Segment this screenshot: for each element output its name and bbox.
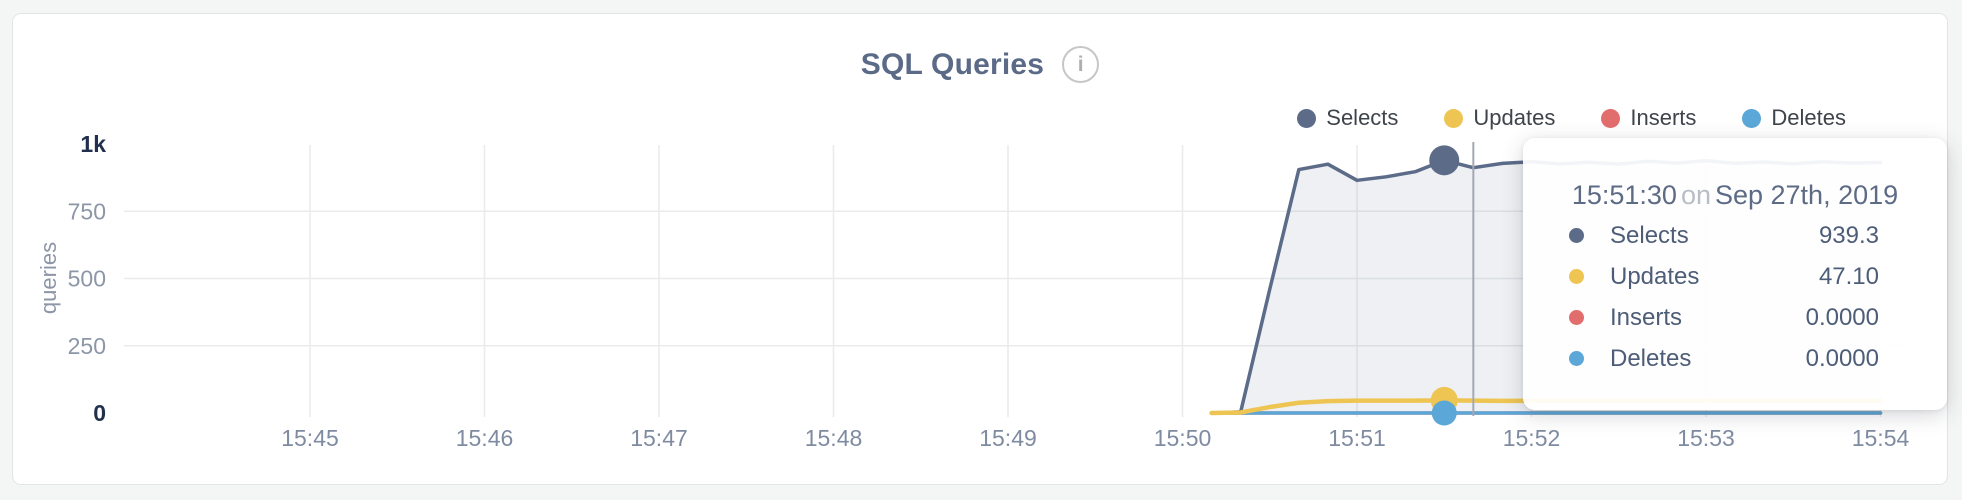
tooltip-row-value: 47.10 (1818, 262, 1879, 290)
tooltip-on-word: on (1680, 180, 1711, 210)
tooltip-row-label: Deletes (1610, 344, 1692, 372)
y-tick-label: 500 (68, 266, 106, 292)
highlight-point-selects (1429, 145, 1460, 176)
legend-label: Deletes (1771, 105, 1846, 130)
legend-item-deletes[interactable]: Deletes (1742, 105, 1846, 131)
deletes-dot-icon (1742, 108, 1762, 128)
selects-dot-icon (1569, 228, 1584, 243)
legend-label: Selects (1326, 105, 1399, 130)
x-tick-label: 15:54 (1852, 425, 1910, 451)
y-tick-label: 0 (93, 400, 106, 426)
legend-label: Updates (1473, 105, 1556, 130)
x-tick-label: 15:47 (630, 425, 688, 451)
y-tick-label: 250 (68, 333, 106, 359)
highlight-point-deletes (1431, 400, 1457, 426)
tooltip-row-updates: Updates 47.10 (1523, 256, 1947, 297)
y-tick-label: 1k (80, 131, 106, 157)
x-tick-label: 15:45 (281, 425, 339, 451)
sql-queries-panel: 0 250 500 750 1k 15:45 15:46 15:47 15:48 15:49 15:… (12, 13, 1948, 485)
tooltip-row-value: 0.0000 (1805, 303, 1879, 331)
tooltip-rows: Selects 939.3 Updates 47.10 Inserts 0.00… (1523, 215, 1947, 379)
tooltip-time: 15:51:30 (1571, 180, 1677, 210)
tooltip-header: 15:51:30 on Sep 27th, 2019 (1523, 182, 1947, 209)
inserts-dot-icon (1569, 310, 1584, 325)
y-tick-label: 750 (68, 198, 106, 224)
info-icon[interactable]: i (1062, 46, 1100, 83)
x-tick-label: 15:49 (979, 425, 1037, 451)
tooltip-row-value: 0.0000 (1805, 344, 1879, 372)
panel-header: SQL Queries i (13, 46, 1947, 83)
x-tick-label: 15:48 (805, 425, 863, 451)
chart-legend: Selects Updates Inserts Deletes (1297, 105, 1846, 131)
tooltip-row-deletes: Deletes 0.0000 (1523, 338, 1947, 379)
legend-item-updates[interactable]: Updates (1444, 105, 1555, 131)
inserts-dot-icon (1601, 108, 1621, 128)
y-axis-label: queries (36, 242, 61, 314)
tooltip-row-label: Selects (1610, 221, 1689, 249)
x-tick-label: 15:50 (1154, 425, 1212, 451)
page-title: SQL Queries (860, 47, 1045, 81)
tooltip-row-selects: Selects 939.3 (1523, 215, 1947, 256)
tooltip-row-value: 939.3 (1818, 221, 1879, 249)
tooltip-row-inserts: Inserts 0.0000 (1523, 297, 1947, 338)
updates-dot-icon (1569, 269, 1584, 284)
tooltip-row-label: Updates (1610, 262, 1700, 290)
selects-dot-icon (1297, 108, 1317, 128)
legend-item-inserts[interactable]: Inserts (1601, 105, 1696, 131)
deletes-dot-icon (1569, 351, 1584, 366)
tooltip-date: Sep 27th, 2019 (1714, 180, 1899, 210)
x-tick-label: 15:53 (1677, 425, 1735, 451)
x-tick-label: 15:51 (1328, 425, 1386, 451)
legend-item-selects[interactable]: Selects (1297, 105, 1398, 131)
tooltip-row-label: Inserts (1610, 303, 1683, 331)
updates-dot-icon (1444, 108, 1464, 128)
hover-tooltip: 15:51:30 on Sep 27th, 2019 Selects 939.3 U… (1523, 138, 1947, 410)
x-tick-label: 15:52 (1503, 425, 1561, 451)
x-tick-label: 15:46 (456, 425, 514, 451)
legend-label: Inserts (1630, 105, 1697, 130)
